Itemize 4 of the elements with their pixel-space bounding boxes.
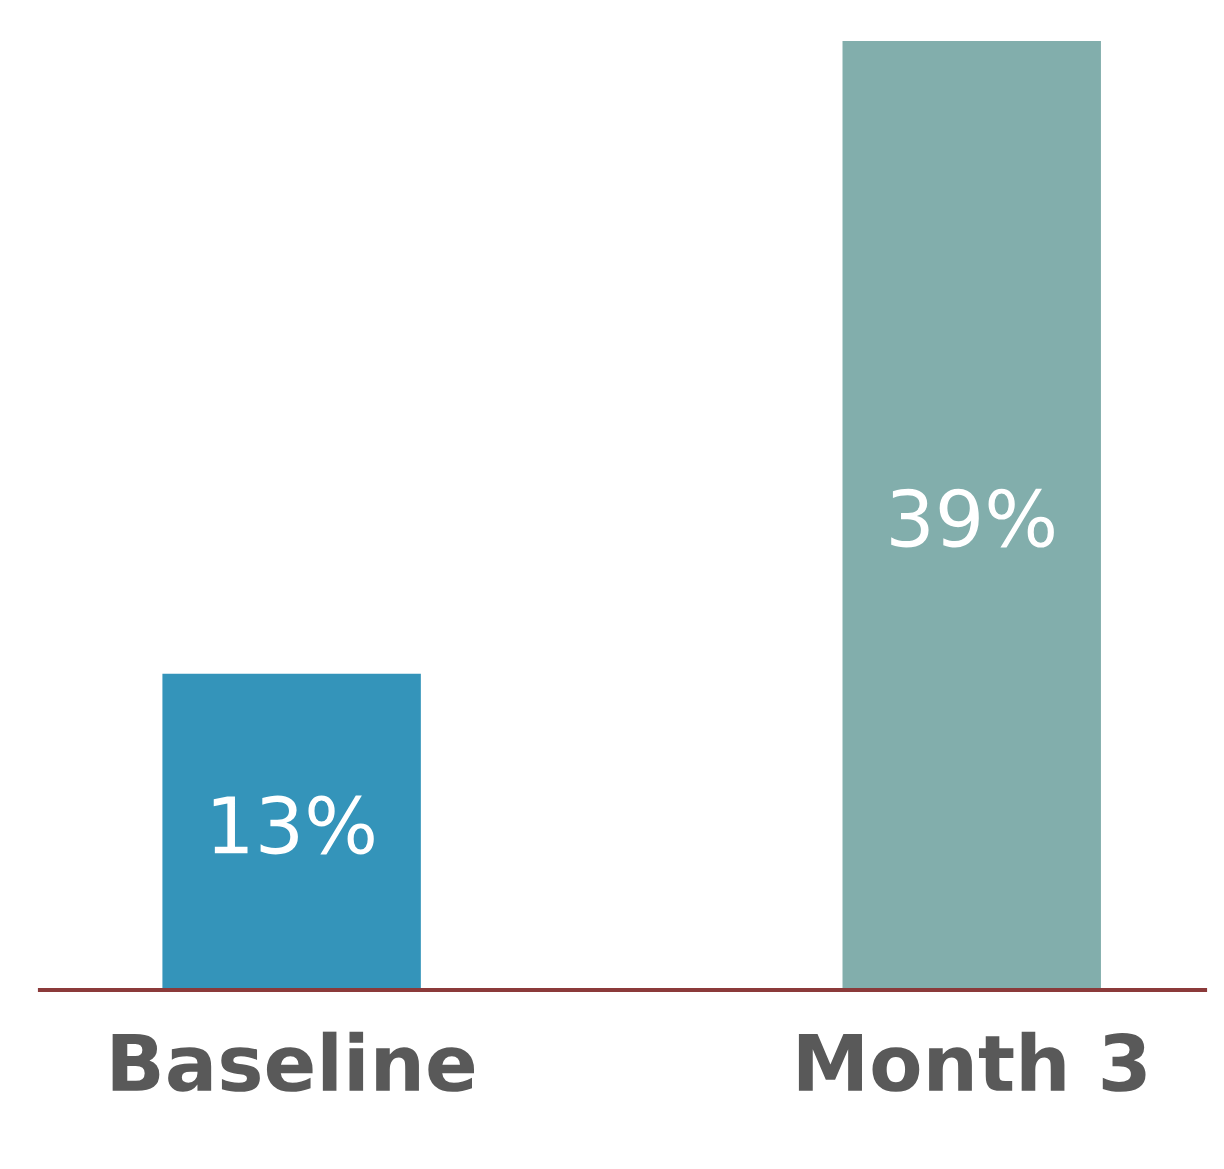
data-label: 13% (213, 795, 374, 855)
x-tick-label: Baseline (112, 1031, 474, 1092)
x-tick-label: Month 3 (798, 1031, 1146, 1092)
data-label: 39% (891, 488, 1054, 548)
